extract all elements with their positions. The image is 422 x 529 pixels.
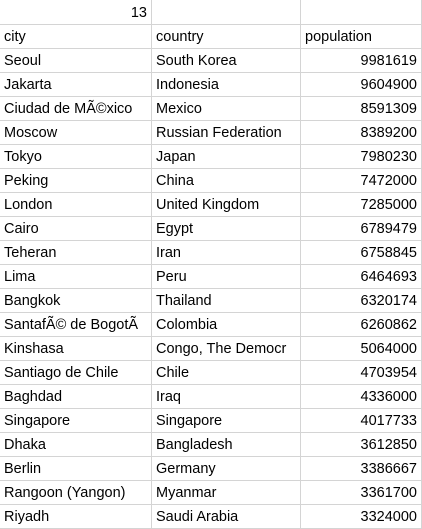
cell-city[interactable]: Ciudad de MÃ©xico	[0, 97, 152, 121]
cell-city[interactable]: Singapore	[0, 409, 152, 433]
cell-city[interactable]: Tokyo	[0, 145, 152, 169]
cell-population[interactable]: 3612850	[301, 433, 422, 457]
cell-country[interactable]: Colombia	[152, 313, 301, 337]
cell-city[interactable]: Riyadh	[0, 505, 152, 529]
cell-city[interactable]: Moscow	[0, 121, 152, 145]
cell-country[interactable]: China	[152, 169, 301, 193]
cell-population[interactable]: 5064000	[301, 337, 422, 361]
table-row: Teheran Iran 6758845	[0, 241, 422, 265]
cell-city[interactable]: Peking	[0, 169, 152, 193]
cell-country[interactable]: Egypt	[152, 217, 301, 241]
table-row: Rangoon (Yangon) Myanmar 3361700	[0, 481, 422, 505]
cell-city[interactable]: SantafÃ© de BogotÃ	[0, 313, 152, 337]
cell-population[interactable]: 7472000	[301, 169, 422, 193]
cell-city[interactable]: Dhaka	[0, 433, 152, 457]
cell-city[interactable]: Lima	[0, 265, 152, 289]
table-row: Cairo Egypt 6789479	[0, 217, 422, 241]
cell-country[interactable]: Russian Federation	[152, 121, 301, 145]
header-row: city country population	[0, 25, 422, 49]
table-row: Lima Peru 6464693	[0, 265, 422, 289]
cell-population[interactable]: 6320174	[301, 289, 422, 313]
table-row: Seoul South Korea 9981619	[0, 49, 422, 73]
cell-city[interactable]: Bangkok	[0, 289, 152, 313]
table-row: London United Kingdom 7285000	[0, 193, 422, 217]
cell-population[interactable]: 3386667	[301, 457, 422, 481]
cell-city[interactable]: Jakarta	[0, 73, 152, 97]
cell-city[interactable]: Berlin	[0, 457, 152, 481]
cell-country[interactable]: United Kingdom	[152, 193, 301, 217]
table-row: Dhaka Bangladesh 3612850	[0, 433, 422, 457]
cell-country[interactable]: Saudi Arabia	[152, 505, 301, 529]
table-row: Riyadh Saudi Arabia 3324000	[0, 505, 422, 529]
header-country[interactable]: country	[152, 25, 301, 49]
cell-population[interactable]: 7980230	[301, 145, 422, 169]
cell-country[interactable]: Mexico	[152, 97, 301, 121]
cell-city[interactable]: London	[0, 193, 152, 217]
cell-population[interactable]: 8591309	[301, 97, 422, 121]
cell-country[interactable]: Myanmar	[152, 481, 301, 505]
table-row: Baghdad Iraq 4336000	[0, 385, 422, 409]
cell-population[interactable]: 3324000	[301, 505, 422, 529]
cell-country[interactable]: Indonesia	[152, 73, 301, 97]
cell-population[interactable]: 4017733	[301, 409, 422, 433]
cell-population[interactable]: 6789479	[301, 217, 422, 241]
cell-population[interactable]: 9981619	[301, 49, 422, 73]
cell-city[interactable]: Kinshasa	[0, 337, 152, 361]
table-row: Jakarta Indonesia 9604900	[0, 73, 422, 97]
table-row: Ciudad de MÃ©xico Mexico 8591309	[0, 97, 422, 121]
cell-country[interactable]: Congo, The Democr	[152, 337, 301, 361]
cell-country[interactable]: Chile	[152, 361, 301, 385]
cell-population[interactable]: 6464693	[301, 265, 422, 289]
table-row: Kinshasa Congo, The Democr 5064000	[0, 337, 422, 361]
cell-city[interactable]: Cairo	[0, 217, 152, 241]
cell-city[interactable]: Seoul	[0, 49, 152, 73]
cell-city[interactable]: Santiago de Chile	[0, 361, 152, 385]
cell-population[interactable]: 6260862	[301, 313, 422, 337]
sheet-row-1: 13	[0, 0, 422, 25]
cell-population[interactable]: 3361700	[301, 481, 422, 505]
cell-population[interactable]: 4336000	[301, 385, 422, 409]
cell-country[interactable]: Peru	[152, 265, 301, 289]
cell-population[interactable]: 6758845	[301, 241, 422, 265]
cell-population[interactable]: 8389200	[301, 121, 422, 145]
cell-city[interactable]: Baghdad	[0, 385, 152, 409]
cell-city[interactable]: Teheran	[0, 241, 152, 265]
cell-country[interactable]: South Korea	[152, 49, 301, 73]
cell-country[interactable]: Iran	[152, 241, 301, 265]
cell-country[interactable]: Singapore	[152, 409, 301, 433]
header-population[interactable]: population	[301, 25, 422, 49]
cell-city[interactable]: Rangoon (Yangon)	[0, 481, 152, 505]
cell-c1[interactable]	[301, 0, 422, 25]
table-row: Peking China 7472000	[0, 169, 422, 193]
cell-population[interactable]: 7285000	[301, 193, 422, 217]
table-row: SantafÃ© de BogotÃ Colombia 6260862	[0, 313, 422, 337]
cell-population[interactable]: 9604900	[301, 73, 422, 97]
table-row: Santiago de Chile Chile 4703954	[0, 361, 422, 385]
header-city[interactable]: city	[0, 25, 152, 49]
data-rows: Seoul South Korea 9981619 Jakarta Indonesia 9…	[0, 49, 422, 529]
table-row: Moscow Russian Federation 8389200	[0, 121, 422, 145]
cell-b1[interactable]	[152, 0, 301, 25]
table-row: Tokyo Japan 7980230	[0, 145, 422, 169]
table-row: Bangkok Thailand 6320174	[0, 289, 422, 313]
cell-country[interactable]: Thailand	[152, 289, 301, 313]
cell-population[interactable]: 4703954	[301, 361, 422, 385]
table-row: Singapore Singapore 4017733	[0, 409, 422, 433]
table-row: Berlin Germany 3386667	[0, 457, 422, 481]
cell-a1[interactable]: 13	[0, 0, 152, 25]
cell-country[interactable]: Germany	[152, 457, 301, 481]
cell-country[interactable]: Iraq	[152, 385, 301, 409]
cell-country[interactable]: Japan	[152, 145, 301, 169]
cell-country[interactable]: Bangladesh	[152, 433, 301, 457]
